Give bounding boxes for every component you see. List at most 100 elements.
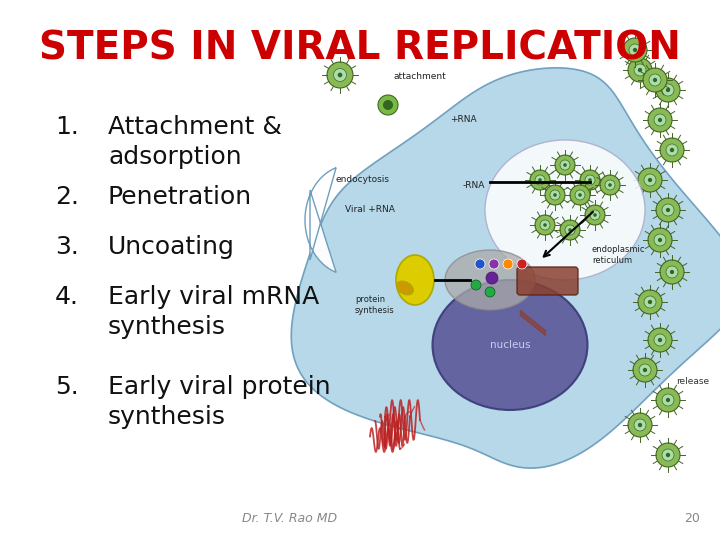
Circle shape	[629, 44, 641, 56]
Circle shape	[628, 413, 652, 437]
Circle shape	[555, 155, 575, 175]
Circle shape	[535, 215, 555, 235]
Circle shape	[585, 205, 605, 225]
Circle shape	[570, 185, 590, 205]
Circle shape	[517, 259, 527, 269]
Text: endocytosis: endocytosis	[335, 176, 389, 185]
Circle shape	[550, 190, 560, 200]
Circle shape	[656, 388, 680, 412]
Text: synthesis: synthesis	[108, 315, 226, 339]
Circle shape	[648, 328, 672, 352]
Circle shape	[563, 163, 567, 167]
Circle shape	[503, 259, 513, 269]
Text: 2.: 2.	[55, 185, 79, 209]
Circle shape	[383, 100, 393, 110]
Circle shape	[644, 296, 656, 308]
Circle shape	[628, 58, 652, 82]
Circle shape	[654, 234, 666, 246]
Circle shape	[670, 270, 674, 274]
Circle shape	[475, 259, 485, 269]
Text: endoplasmic
reticulum: endoplasmic reticulum	[592, 245, 646, 265]
Circle shape	[634, 64, 646, 76]
Circle shape	[654, 334, 666, 346]
Text: 1.: 1.	[55, 115, 79, 139]
Circle shape	[656, 78, 680, 102]
Circle shape	[662, 204, 674, 216]
Circle shape	[578, 193, 582, 197]
Circle shape	[638, 168, 662, 192]
Circle shape	[588, 178, 592, 182]
Text: 3.: 3.	[55, 235, 79, 259]
Ellipse shape	[396, 255, 434, 305]
Circle shape	[486, 272, 498, 284]
Circle shape	[638, 290, 662, 314]
Circle shape	[662, 449, 674, 461]
Text: Dr. T.V. Rao MD: Dr. T.V. Rao MD	[243, 512, 338, 525]
Circle shape	[553, 193, 557, 197]
Circle shape	[643, 368, 647, 372]
Text: 5.: 5.	[55, 375, 78, 399]
Text: attachment: attachment	[393, 72, 446, 81]
Text: Penetration: Penetration	[108, 185, 252, 209]
Circle shape	[639, 364, 651, 376]
Circle shape	[489, 259, 499, 269]
Text: Early viral protein: Early viral protein	[108, 375, 330, 399]
Circle shape	[575, 190, 585, 200]
Polygon shape	[305, 168, 336, 272]
Circle shape	[643, 68, 667, 92]
Circle shape	[605, 180, 615, 190]
Circle shape	[666, 88, 670, 92]
Circle shape	[485, 287, 495, 297]
Circle shape	[638, 68, 642, 72]
Circle shape	[638, 423, 642, 427]
Ellipse shape	[485, 140, 645, 280]
Circle shape	[656, 198, 680, 222]
Circle shape	[644, 174, 656, 186]
Circle shape	[660, 260, 684, 284]
Text: nucleus: nucleus	[490, 340, 530, 350]
Circle shape	[658, 238, 662, 242]
Circle shape	[662, 394, 674, 406]
Circle shape	[634, 419, 646, 431]
Circle shape	[649, 74, 661, 86]
Circle shape	[633, 48, 637, 52]
Circle shape	[568, 228, 572, 232]
Text: release: release	[676, 377, 709, 387]
Circle shape	[656, 443, 680, 467]
Circle shape	[608, 183, 612, 187]
Circle shape	[653, 78, 657, 82]
Circle shape	[648, 228, 672, 252]
Circle shape	[648, 178, 652, 182]
Circle shape	[666, 208, 670, 212]
Circle shape	[593, 213, 597, 217]
Circle shape	[648, 300, 652, 304]
Ellipse shape	[433, 280, 588, 410]
Text: STEPS IN VIRAL REPLICATION: STEPS IN VIRAL REPLICATION	[39, 30, 681, 68]
Text: -RNA: -RNA	[463, 180, 485, 190]
Circle shape	[378, 95, 398, 115]
FancyBboxPatch shape	[517, 267, 578, 295]
Circle shape	[658, 118, 662, 122]
Text: Viral +RNA: Viral +RNA	[345, 206, 395, 214]
Ellipse shape	[397, 281, 413, 295]
Text: adsorption: adsorption	[108, 145, 242, 169]
Circle shape	[666, 453, 670, 457]
Circle shape	[565, 225, 575, 235]
Circle shape	[543, 223, 546, 227]
Circle shape	[658, 338, 662, 342]
Circle shape	[666, 398, 670, 402]
Circle shape	[560, 220, 580, 240]
Circle shape	[545, 185, 565, 205]
Text: 20: 20	[684, 512, 700, 525]
Text: Uncoating: Uncoating	[108, 235, 235, 259]
Circle shape	[539, 178, 541, 182]
Circle shape	[327, 62, 353, 88]
Circle shape	[585, 175, 595, 185]
Circle shape	[530, 170, 550, 190]
Text: Attachment &: Attachment &	[108, 115, 282, 139]
Circle shape	[666, 266, 678, 278]
Circle shape	[471, 280, 481, 290]
Circle shape	[540, 220, 550, 230]
Circle shape	[590, 210, 600, 220]
Circle shape	[654, 114, 666, 126]
